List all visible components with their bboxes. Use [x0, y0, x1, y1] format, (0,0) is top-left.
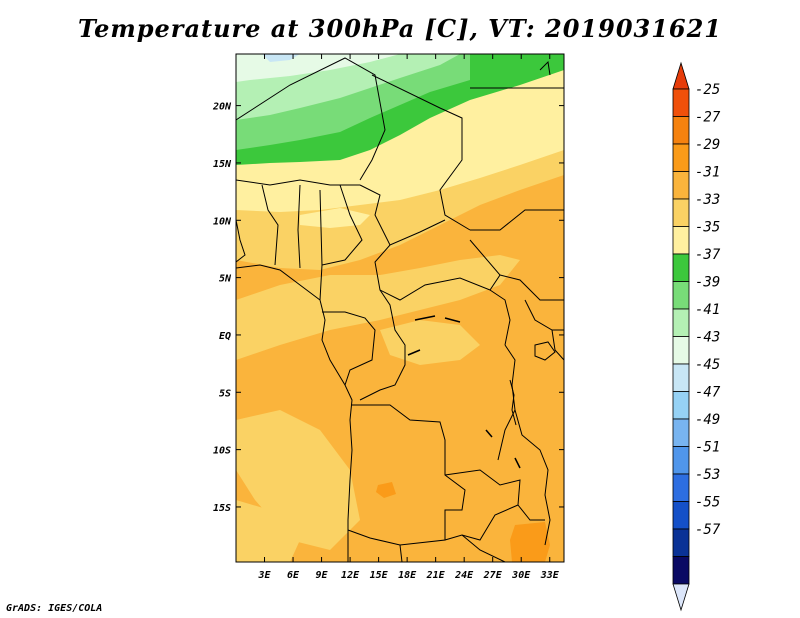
lake-tanganyika [509, 379, 517, 426]
field-pale-strip [300, 208, 370, 228]
lon-label: 12E [341, 570, 360, 581]
field-mid-west [236, 410, 360, 550]
colorbar-swatch [672, 143, 690, 172]
colorbar-swatch [672, 418, 690, 447]
lat-label: 15N [213, 159, 232, 170]
lat-label: 20N [212, 102, 232, 113]
colorbar-swatch [672, 363, 690, 392]
grads-credit: GrADS: IGES/COLA [6, 603, 103, 614]
lon-label: 9E [316, 570, 329, 581]
colorbar-label: -47 [695, 385, 721, 401]
border-chad [359, 184, 446, 246]
map-title: Temperature at 300hPa [C], VT: 201903162… [77, 14, 723, 43]
colorbar-label: -33 [695, 192, 720, 208]
lat-label: 10N [213, 216, 232, 227]
colorbar-label: -43 [695, 330, 720, 346]
border-southern [399, 504, 545, 562]
colorbar-swatch [672, 446, 690, 475]
field-mid-sw [236, 500, 300, 562]
colorbar-label: -31 [695, 165, 720, 181]
colorbar-label: -39 [695, 275, 720, 291]
colorbar-label: -49 [695, 412, 720, 428]
colorbar-label: -35 [695, 220, 720, 236]
lat-label: EQ [219, 331, 231, 342]
lon-label: 33E [540, 570, 560, 581]
lon-label: 21E [426, 570, 446, 581]
colorbar-swatch [672, 88, 690, 117]
colorbar-swatch [672, 171, 690, 200]
map-frame [235, 53, 565, 563]
river-congo-2 [407, 349, 421, 356]
lon-label: 24E [454, 570, 474, 581]
border-egypt [470, 60, 564, 89]
lat-label: 10S [213, 446, 231, 457]
border-car [374, 239, 501, 301]
lon-label: 27E [483, 570, 503, 581]
lat-label: 15S [213, 503, 231, 514]
colorbar-swatch [672, 116, 690, 145]
field-deep-orange-patch [376, 482, 396, 498]
colorbar-swatch [672, 528, 690, 557]
lake-victoria [534, 341, 556, 361]
colorbar: -25 -27 -29 -31 -33 -35 -37 -39 -41 -43 -45 -47 -49 -… [672, 61, 721, 612]
border-sahara [236, 57, 386, 181]
lat-label: 5S [219, 388, 231, 399]
river-congo-1 [414, 315, 461, 323]
colorbar-top-arrow [672, 61, 690, 90]
lon-label: 3E [257, 570, 271, 581]
colorbar-label: -53 [695, 467, 720, 483]
latitude-axis: 20N 15N 10N 5N EQ 5S 10S 15S [212, 102, 564, 514]
border-drc-east [489, 289, 516, 461]
colorbar-label: -37 [695, 247, 721, 263]
colorbar-bottom-arrow [672, 583, 690, 612]
colorbar-swatch [672, 336, 690, 365]
field-pale-blue [262, 54, 300, 62]
border-horn [524, 299, 564, 361]
colorbar-label: -55 [695, 495, 720, 511]
colorbar-swatch [672, 198, 690, 227]
colorbar-swatch [672, 308, 690, 337]
border-nigeria [319, 184, 363, 301]
field-deep-orange [510, 522, 550, 562]
longitude-axis: 3E 6E 9E 12E 15E 18E 21E 24E 27E 30E 33E [257, 54, 560, 581]
lon-label: 18E [398, 570, 417, 581]
colorbar-label: -29 [695, 137, 720, 153]
coastline-east [504, 344, 551, 546]
lon-label: 15E [370, 570, 389, 581]
colorbar-label: -27 [695, 110, 721, 126]
colorbar-label: -45 [695, 357, 720, 373]
colorbar-swatch [672, 473, 690, 502]
field-mid-band [236, 255, 520, 360]
coastline-west [236, 264, 353, 562]
colorbar-label: -25 [695, 82, 720, 98]
temperature-field [236, 54, 564, 562]
colorbar-label: -41 [695, 302, 720, 318]
lake-mweru [485, 429, 521, 469]
colorbar-swatch [672, 281, 690, 310]
border-sudan [470, 209, 564, 301]
colorbar-swatch [672, 226, 690, 255]
colorbar-swatch [672, 391, 690, 420]
colorbar-swatch [672, 556, 690, 585]
border-cameroon-gabon [322, 311, 376, 386]
coastline-guinea [236, 219, 246, 263]
colorbar-swatch [672, 253, 690, 282]
border-west-africa [261, 184, 323, 269]
border-niger [371, 74, 471, 231]
boundaries [236, 57, 564, 562]
lon-label: 30E [511, 570, 531, 581]
colorbar-label: -51 [695, 440, 720, 456]
colorbar-label: -57 [695, 522, 721, 538]
border-congo [359, 289, 406, 401]
lon-label: 6E [287, 570, 300, 581]
colorbar-swatch [672, 501, 690, 530]
lat-label: 5N [219, 274, 232, 285]
